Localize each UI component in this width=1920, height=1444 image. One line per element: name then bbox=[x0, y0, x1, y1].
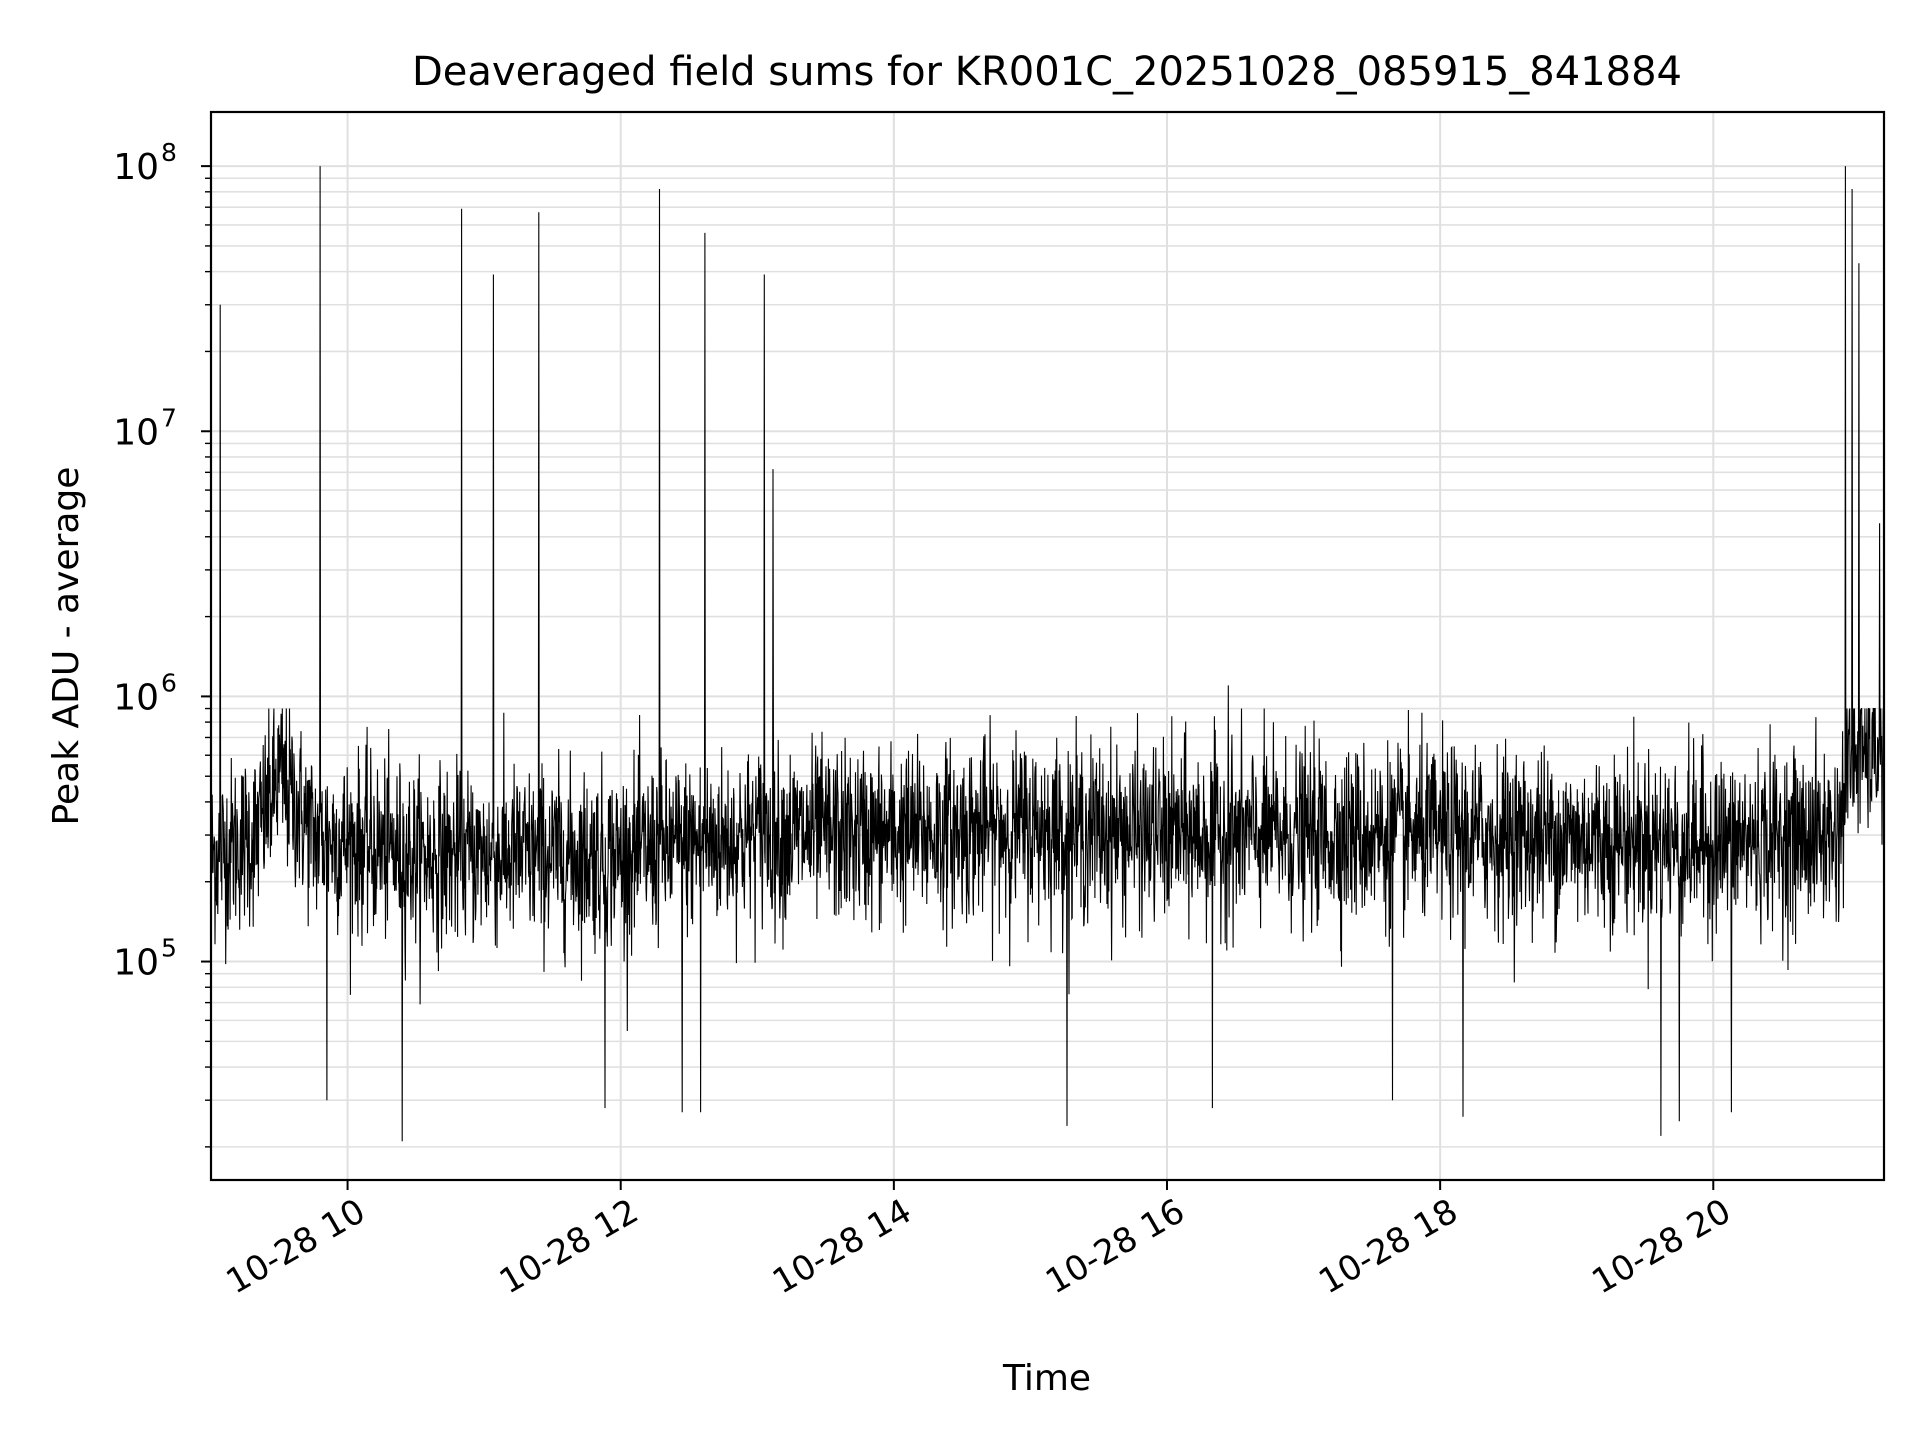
y-tick-label: 10 bbox=[113, 943, 159, 984]
plot-frame bbox=[209, 110, 1886, 1182]
y-tick-exponent: 7 bbox=[161, 403, 177, 432]
y-tick-exponent: 5 bbox=[161, 934, 177, 963]
y-tick-label: 10 bbox=[113, 412, 159, 453]
x-axis-label: Time bbox=[1002, 1358, 1091, 1399]
chart-title: Deaveraged field sums for KR001C_2025102… bbox=[412, 49, 1682, 95]
y-tick-label: 10 bbox=[113, 677, 159, 718]
y-axis-label: Peak ADU - average bbox=[46, 467, 87, 826]
series-layer bbox=[210, 166, 1885, 1142]
y-tick-exponent: 8 bbox=[161, 138, 177, 167]
y-tick-exponent: 6 bbox=[161, 668, 177, 697]
y-tick-label: 10 bbox=[113, 147, 159, 188]
series-line bbox=[210, 166, 1885, 1142]
